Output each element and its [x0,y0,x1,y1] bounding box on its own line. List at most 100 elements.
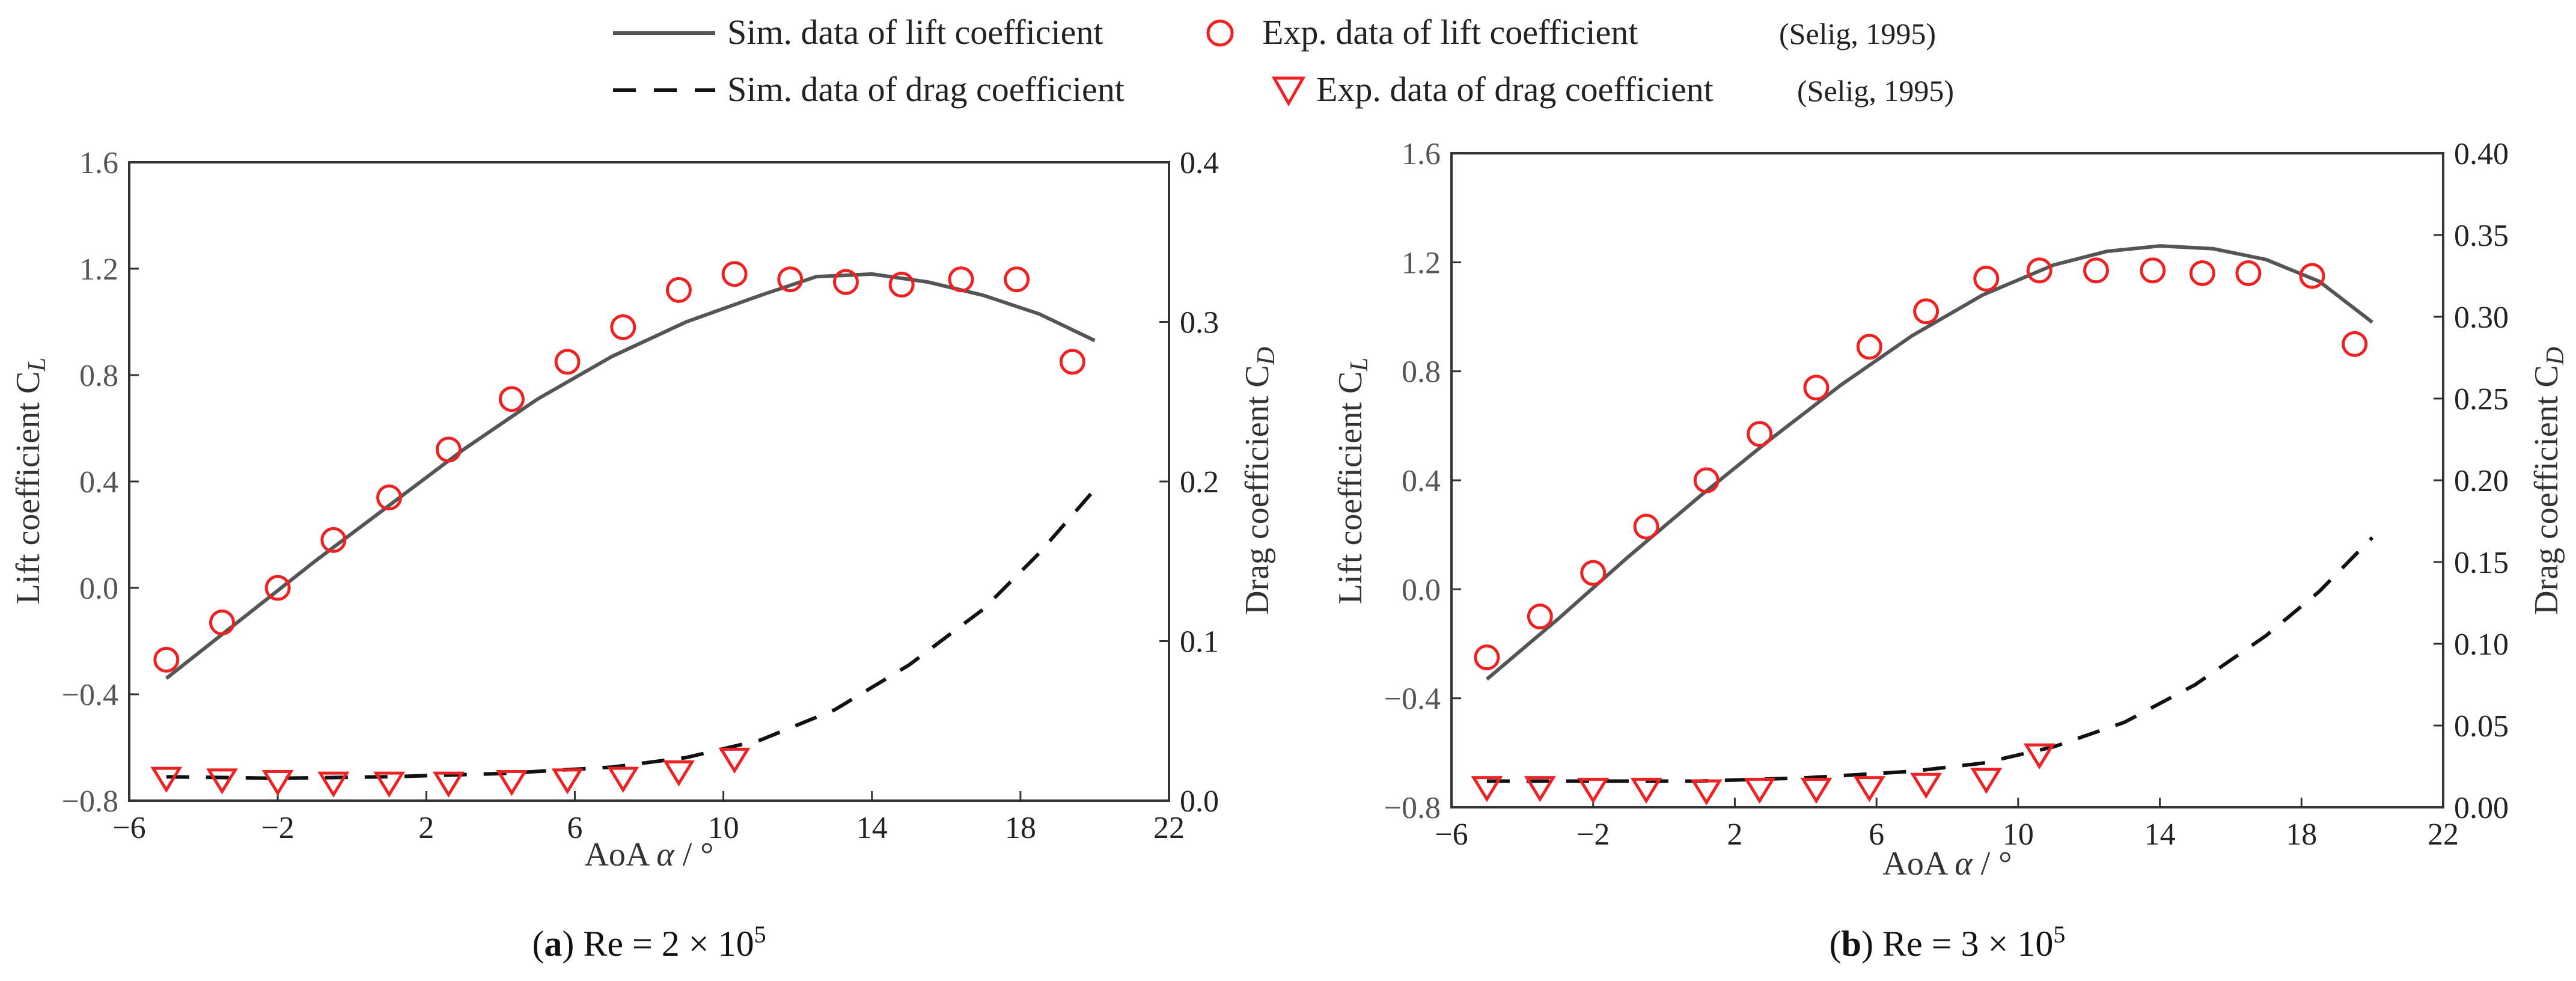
exp-drag-point [662,760,695,787]
legend-exp-lift-label: Exp. data of lift coefficient [1262,13,1638,52]
y-right-tick-label: 0.25 [2454,382,2509,417]
exp-lift-point [610,314,636,340]
exp-lift-point [832,269,859,295]
y-left-tick-label: 0.0 [79,572,118,606]
sim-lift-line [1485,244,2373,681]
exp-drag-point [432,771,465,798]
exp-lift-point [2299,263,2325,289]
exp-drag-point [1524,776,1556,802]
legend-sim-lift-label: Sim. data of lift coefficient [727,13,1103,52]
exp-lift-point [665,277,692,303]
exp-lift-point [1527,604,1553,630]
legend-exp-drag-label: Exp. data of drag coefficient [1316,70,1714,109]
sim-drag-line [166,488,1096,780]
exp-drag-point [261,769,294,796]
exp-drag-point [317,771,350,798]
y-right-tick-label: 0.35 [2454,219,2509,253]
exp-drag-point [1471,776,1503,802]
legend-exp-drag-ref: (Selig, 1995) [1797,74,1954,108]
y-left-tick-label: 1.6 [1402,137,1441,171]
y-right-axis-label: Drag coefficient CD [2528,347,2569,615]
legend-sim-drag-label: Sim. data of drag coefficient [727,70,1125,109]
y-right-tick-label: 0.30 [2454,301,2509,335]
exp-lift-point [1004,266,1030,293]
y-right-tick-label: 0.2 [1180,465,1219,500]
x-tick-label: 2 [418,811,434,845]
y-left-tick-label: 0.4 [79,465,118,500]
exp-drag-point [1577,777,1610,804]
exp-lift-point [554,349,581,375]
exp-drag-point [551,768,584,795]
x-axis-label: AoA α / ° [1882,845,2012,882]
y-left-tick-label: 1.6 [79,146,118,180]
series-layer [150,261,1096,798]
legend: Sim. data of lift coefficient Exp. data … [613,13,1954,109]
panel-b: −6 −2 2 6 10 14 18 22 1.6 1.2 0.8 0.4 0.0 −0.4 −0.8 0… [1332,137,2569,964]
y-left-tick-label: 1.2 [79,252,118,287]
x-tick-label: 14 [856,811,888,845]
x-tick-label: 6 [567,811,582,845]
exp-drag-point [1800,777,1833,804]
exp-lift-point [1059,349,1085,375]
exp-drag-point [495,769,528,796]
exp-lift-point [153,646,180,673]
x-tick-label: 22 [2428,818,2459,852]
exp-lift-point [209,610,235,636]
y-left-tick-label: −0.4 [1384,682,1441,717]
y-left-axis-ticks: 1.6 1.2 0.8 0.4 0.0 −0.4 −0.8 [62,146,139,819]
exp-lift-point [498,386,525,412]
legend-exp-lift-marker [1206,19,1234,47]
x-axis-ticks: −6 −2 2 6 10 14 18 22 [1435,798,2459,852]
exp-drag-point [1744,777,1776,804]
x-tick-label: 18 [1005,811,1036,845]
sim-drag-line [1486,536,2374,783]
y-right-tick-label: 0.15 [2454,546,2509,580]
y-left-tick-label: 0.8 [79,359,118,393]
x-axis-label: AoA α / ° [584,836,713,873]
exp-lift-point [2026,257,2053,284]
y-left-axis-ticks: 1.6 1.2 0.8 0.4 0.0 −0.4 −0.8 [1384,137,1461,825]
exp-lift-point [1803,374,1830,401]
exp-lift-point [2189,260,2215,286]
x-tick-label: −6 [1435,818,1468,852]
panel-a: −6 −2 2 6 10 14 18 22 1.6 1.2 0.8 0.4 0.0 −0.4 −0.8 0… [10,146,1280,964]
exp-lift-point [1580,560,1607,586]
y-right-tick-label: 0.4 [1180,146,1219,180]
y-left-tick-label: −0.8 [62,784,118,819]
exp-drag-point [718,747,751,774]
y-right-tick-label: 0.00 [2454,791,2509,825]
exp-lift-point [264,575,291,601]
y-left-tick-label: −0.4 [62,678,118,712]
x-tick-label: 14 [2144,818,2176,852]
legend-exp-drag-marker [1271,76,1306,107]
exp-lift-point [777,266,804,293]
exp-drag-point [1970,768,2003,794]
x-tick-label: −6 [112,811,145,845]
plot-frame [128,161,1170,802]
x-tick-label: 18 [2286,818,2317,852]
series-layer [1471,244,2374,805]
x-axis-ticks: −6 −2 2 6 10 14 18 22 [112,791,1185,845]
exp-lift-point [376,484,402,511]
exp-lift-point [888,272,915,298]
y-right-axis-label: Drag coefficient CD [1239,347,1280,615]
exp-lift-point [1474,644,1500,671]
y-left-tick-label: −0.8 [1384,791,1441,825]
y-left-axis-label: Lift coefficient CL [1332,357,1373,604]
exp-drag-point [607,766,639,793]
y-left-tick-label: 1.2 [1402,246,1441,280]
x-tick-label: −2 [261,811,294,845]
panel-caption: (a) Re = 2 × 105 [532,921,766,964]
exp-drag-point [206,768,238,795]
exp-lift-point [2235,260,2262,286]
exp-drag-point [1853,776,1885,802]
exp-drag-point [1630,777,1662,804]
exp-lift-point [435,436,462,463]
y-left-tick-label: 0.8 [1402,355,1441,390]
exp-lift-point [2342,331,2368,357]
exp-lift-point [320,527,347,553]
exp-lift-point [1856,334,1882,360]
exp-lift-point [1913,298,1940,325]
y-right-tick-label: 0.1 [1180,625,1219,659]
